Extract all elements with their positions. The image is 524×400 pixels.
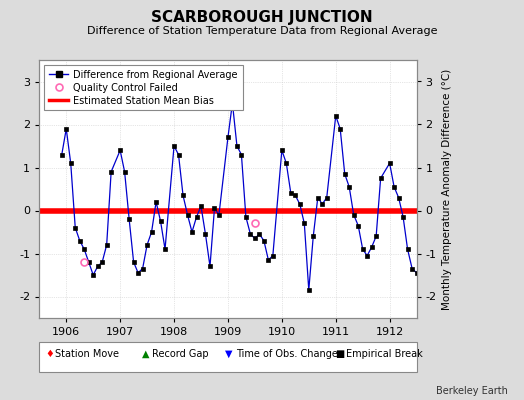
Text: Time of Obs. Change: Time of Obs. Change [236,349,337,359]
Text: Difference of Station Temperature Data from Regional Average: Difference of Station Temperature Data f… [87,26,437,36]
Y-axis label: Monthly Temperature Anomaly Difference (°C): Monthly Temperature Anomaly Difference (… [442,68,452,310]
Text: Berkeley Earth: Berkeley Earth [436,386,508,396]
Text: SCARBOROUGH JUNCTION: SCARBOROUGH JUNCTION [151,10,373,25]
Legend: Difference from Regional Average, Quality Control Failed, Estimated Station Mean: Difference from Regional Average, Qualit… [44,65,243,110]
Text: ♦: ♦ [46,349,54,359]
Text: Station Move: Station Move [55,349,119,359]
Text: ■: ■ [335,349,345,359]
Text: Empirical Break: Empirical Break [346,349,422,359]
Text: ▲: ▲ [141,349,149,359]
Text: ▼: ▼ [225,349,233,359]
Text: Record Gap: Record Gap [152,349,209,359]
